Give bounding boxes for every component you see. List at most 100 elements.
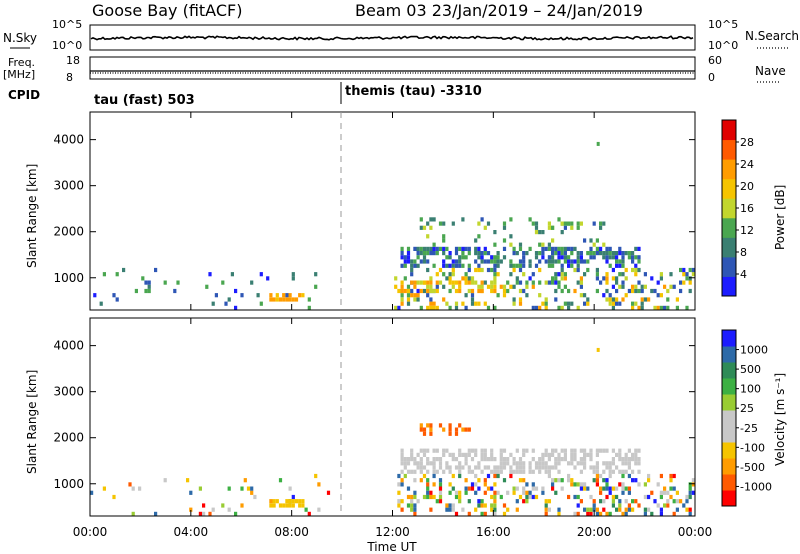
echo-cell — [544, 499, 548, 504]
echo-cell — [493, 465, 497, 470]
echo-cell — [688, 486, 692, 491]
echo-cell — [627, 486, 631, 491]
echo-cell — [115, 297, 119, 302]
echo-cell — [480, 251, 484, 256]
echo-cell — [544, 305, 548, 310]
echo-cell — [624, 267, 628, 273]
echo-cell — [534, 251, 539, 256]
echo-cell — [288, 486, 292, 491]
echo-cell — [448, 255, 452, 260]
echo-cell — [637, 457, 641, 462]
echo-cell — [406, 297, 411, 302]
echo-cell — [595, 469, 599, 474]
echo-cell — [480, 499, 484, 504]
echo-cell — [480, 255, 484, 260]
echo-cell — [410, 293, 414, 298]
echo-cell — [461, 427, 465, 432]
echo-cell — [531, 221, 535, 226]
echo-cell — [608, 263, 612, 268]
echo-cell — [615, 255, 619, 260]
noise-strip: N.Sky 10^5 10^0 10^5 10^0 N.Search — [3, 18, 799, 52]
echo-cell — [659, 473, 663, 479]
echo-cell — [573, 267, 577, 273]
echo-cell — [557, 452, 561, 457]
echo-cell — [477, 255, 481, 260]
echo-cell — [499, 452, 503, 457]
echo-cell — [647, 297, 651, 302]
echo-cell — [573, 246, 577, 251]
echo-cell — [483, 259, 487, 264]
echo-cell — [285, 499, 289, 504]
echo-cell — [634, 246, 638, 251]
echo-cell — [570, 448, 574, 453]
echo-cell — [314, 272, 318, 277]
echo-cell — [502, 457, 507, 462]
echo-cell — [515, 251, 519, 256]
echo-cell — [426, 457, 430, 462]
echo-cell — [579, 461, 583, 466]
echo-cell — [234, 511, 238, 516]
echo-cell — [490, 469, 494, 474]
echo-cell — [394, 276, 398, 281]
colorbar-tick-label: -500 — [740, 461, 765, 474]
echo-cell — [557, 246, 561, 251]
echo-cell — [291, 297, 295, 302]
nsearch-label: N.Search — [745, 29, 799, 43]
echo-cell — [429, 284, 433, 289]
echo-cell — [570, 263, 574, 268]
echo-cell — [650, 276, 654, 281]
echo-cell — [560, 272, 564, 277]
echo-cell — [413, 263, 417, 268]
echo-cell — [314, 284, 318, 289]
echo-cell — [416, 465, 420, 470]
echo-cell — [307, 305, 311, 310]
echo-cell — [512, 461, 516, 466]
echo-cell — [419, 465, 423, 470]
echo-cell — [669, 486, 673, 491]
echo-cell — [605, 280, 609, 285]
echo-cell — [634, 301, 638, 306]
echo-cell — [531, 457, 535, 462]
echo-cell — [413, 511, 417, 516]
echo-cell — [496, 490, 500, 495]
echo-cell — [134, 288, 138, 294]
echo-cell — [410, 452, 414, 457]
echo-cell — [611, 494, 615, 500]
echo-cell — [458, 246, 462, 251]
echo-cell — [480, 457, 484, 462]
echo-cell — [675, 297, 679, 302]
echo-cell — [595, 238, 599, 243]
echo-cell — [573, 511, 577, 516]
echo-cell — [432, 469, 436, 474]
echo-cell — [666, 499, 670, 504]
echo-cell — [147, 280, 151, 285]
echo-cell — [410, 469, 414, 474]
echo-cell — [586, 507, 590, 512]
echo-cell — [464, 305, 468, 310]
echo-cell — [298, 503, 302, 508]
echo-cell — [583, 465, 587, 470]
echo-cell — [621, 263, 625, 268]
echo-cell — [554, 280, 558, 285]
echo-cell — [637, 255, 641, 260]
echo-cell — [631, 301, 635, 306]
frequency-strip-frame — [89, 56, 696, 80]
echo-cell — [551, 478, 555, 483]
echo-cell — [419, 225, 423, 230]
echo-cell — [483, 301, 487, 306]
echo-cell — [288, 503, 292, 508]
echo-cell — [544, 507, 548, 512]
echo-cell — [486, 251, 491, 256]
echo-cell — [432, 465, 436, 470]
echo-cell — [278, 503, 283, 508]
echo-cell — [442, 246, 446, 251]
echo-cell — [538, 457, 542, 462]
colorbar-tick-label: 28 — [740, 136, 754, 149]
echo-cell — [615, 280, 619, 285]
echo-cell — [483, 225, 487, 230]
echo-cell — [493, 499, 497, 504]
echo-cell — [621, 255, 625, 260]
echo-cell — [506, 280, 510, 285]
echo-cell — [435, 305, 439, 310]
echo-cell — [432, 242, 436, 247]
